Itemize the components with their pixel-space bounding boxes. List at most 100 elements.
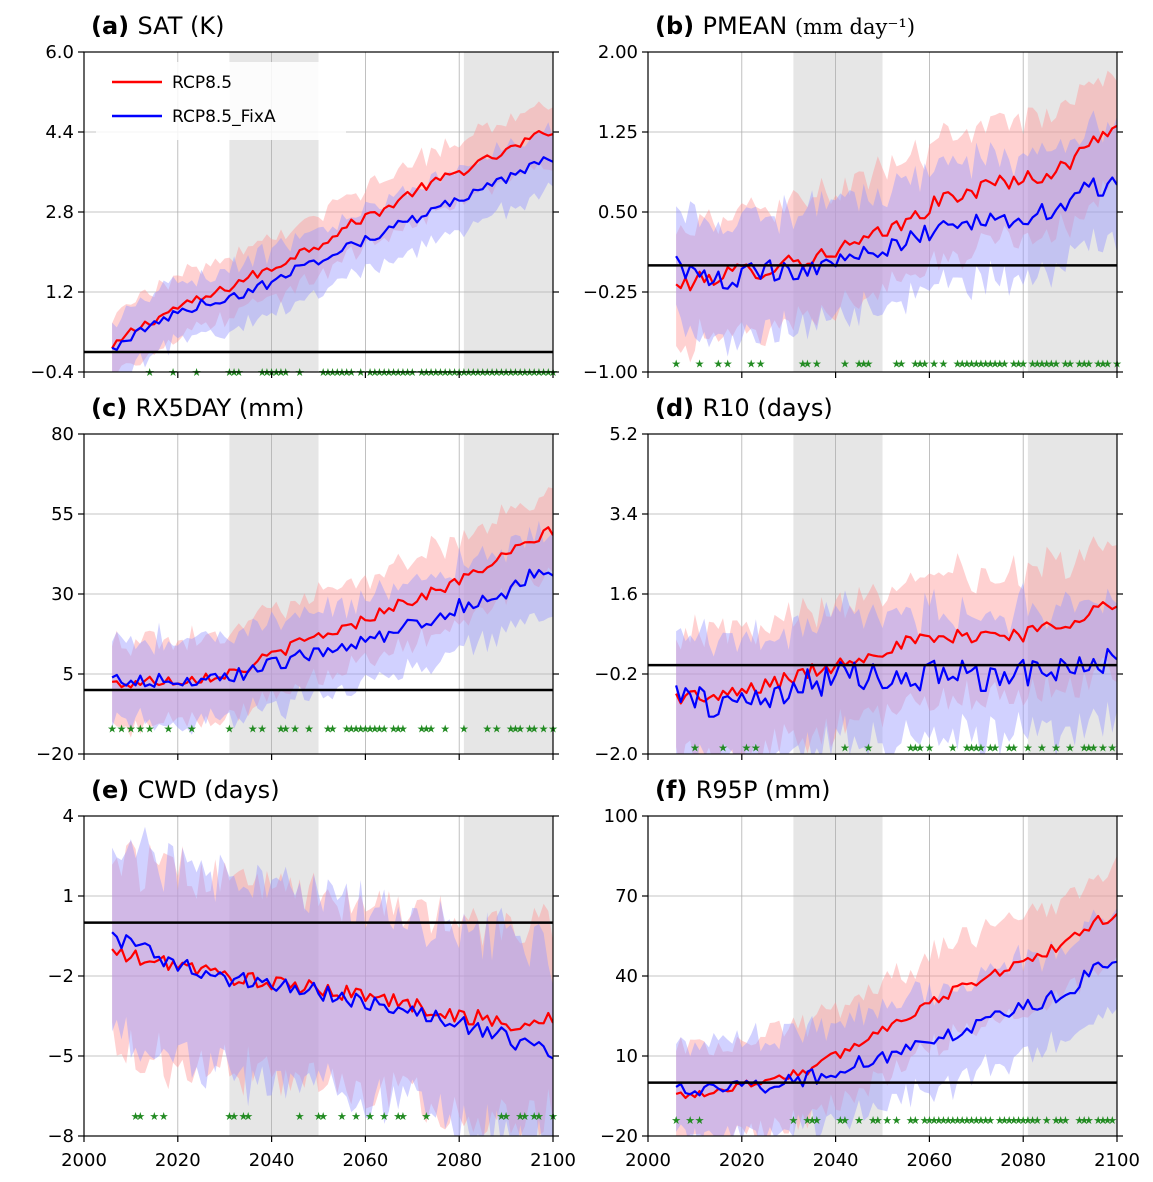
panel-f-sig-star-2096: ★	[1093, 1114, 1103, 1127]
panel-c-sig-star-2068: ★	[398, 722, 408, 735]
panel-f-label: (f)	[655, 776, 696, 804]
panel-b: ★ ★ ★ ★ ★ ★ ★★ ★ ★ ★★★ ★★ ★★★ ★ ★ ★★★★★★★★★★★ ★★★ ★★★★★★…	[583, 12, 1123, 383]
panel-f-sig-star-2072: ★	[981, 1114, 991, 1127]
panel-e-sig-star-2067: ★	[393, 1110, 403, 1123]
panel-d-ytick-label-0: −2.0	[594, 744, 638, 765]
panel-b-sig-star-2071: ★	[976, 357, 986, 370]
panel-b-band-fixa	[676, 110, 1117, 357]
panel-e-line-fixa	[111, 931, 553, 1060]
panel-e-sig-star-2031: ★	[224, 1110, 234, 1123]
panel-e-sig-star-2064: ★	[379, 1110, 389, 1123]
panel-f-sig-star-2085: ★	[1042, 1114, 1052, 1127]
panel-d-title-text: R10 (days)	[702, 394, 832, 422]
panel-c-sig-star-2092: ★	[511, 722, 521, 735]
legend-box	[96, 62, 346, 140]
panel-e-xtick-label-2: 2040	[249, 1150, 295, 1171]
legend: RCP8.5 RCP8.5_FixA	[96, 62, 346, 140]
panel-f-sig-star-2079: ★	[1014, 1114, 1024, 1127]
panel-f-sig-star-2042: ★	[840, 1114, 850, 1127]
panel-f-title-text: R95P (mm)	[696, 776, 831, 804]
panel-f-sig-star-2097: ★	[1098, 1114, 1108, 1127]
panel-e-line-rcp	[111, 947, 553, 1032]
panel-e-sig-star-2058: ★	[351, 1110, 361, 1123]
panel-b-sig-star-2082: ★	[1028, 357, 1038, 370]
panel-d-sig-star-2084: ★	[1037, 741, 1047, 754]
panel-b-sig-star-2094: ★	[1084, 357, 1094, 370]
panel-f: ★ ★ ★ ★ ★★★ ★★ ★ ★★ ★ ★ ★★ ★★★★★★★★★★★★★★★ ★★★★★★★★★…	[600, 776, 1140, 1171]
panel-b-sig-star-2006: ★	[671, 357, 681, 370]
panel-d-sig-star-2060: ★	[924, 741, 934, 754]
panel-d: ★ ★ ★ ★ ★ ★ ★★★ ★ ★ ★★★★ ★★ ★★ ★ ★ ★ ★ ★★★ ★ ★−2.0−0.21.63…	[594, 394, 1123, 765]
legend-label-rcp85: RCP8.5	[172, 73, 232, 93]
panel-e-sig-star-2073: ★	[421, 1110, 431, 1123]
panel-b-sig-star-2022: ★	[746, 357, 756, 370]
panel-b-title: (b) PMEAN (mm day⁻¹)	[655, 12, 915, 40]
legend-label-rcp85-fixa: RCP8.5_FixA	[172, 107, 276, 127]
panel-d-label: (d)	[655, 394, 702, 422]
panel-c-sig-star-2012: ★	[135, 722, 145, 735]
panel-a-ytick-label-0: −0.4	[30, 362, 74, 383]
panel-c-sig-star-2077: ★	[440, 722, 450, 735]
panel-c-sig-star-2081: ★	[459, 722, 469, 735]
panel-c-sig-star-2059: ★	[356, 722, 366, 735]
panel-e-xtick-label-5: 2100	[530, 1150, 576, 1171]
panel-f-sig-star-2083: ★	[1032, 1114, 1042, 1127]
panel-f-sig-star-2059: ★	[920, 1114, 930, 1127]
panel-b-sig-star-2080: ★	[1018, 357, 1028, 370]
panel-b-ytick-label-0: −1.00	[583, 362, 638, 383]
panel-c-sig-star-2052: ★	[323, 722, 333, 735]
panel-c-sig-star-2063: ★	[375, 722, 385, 735]
panel-a-line-rcp	[111, 130, 553, 349]
panel-b-sig-star-2068: ★	[962, 357, 972, 370]
panel-c-sig-star-2031: ★	[224, 722, 234, 735]
panel-e-sig-star-2046: ★	[295, 1110, 305, 1123]
panel-f-sig-star-2060: ★	[924, 1114, 934, 1127]
panel-f-sig-star-2065: ★	[948, 1114, 958, 1127]
panel-b-sig-star-2073: ★	[985, 357, 995, 370]
panel-e-sig-star-2015: ★	[149, 1110, 159, 1123]
panel-d-sig-star-2087: ★	[1051, 741, 1061, 754]
panel-f-ytick-label-1: 10	[615, 1046, 638, 1067]
panel-f-sig-star-2098: ★	[1103, 1114, 1113, 1127]
panel-b-line-rcp	[675, 124, 1117, 292]
panel-b-title-text: PMEAN	[702, 12, 794, 40]
panel-c-sig-star-2057: ★	[346, 722, 356, 735]
panel-c-sig-star-2006: ★	[107, 722, 117, 735]
panel-f-xtick-label-1: 2020	[719, 1150, 765, 1171]
panel-f-sig-star-2061: ★	[929, 1114, 939, 1127]
panel-b-sig-star-2078: ★	[1009, 357, 1019, 370]
panel-b-sig-star-2092: ★	[1075, 357, 1085, 370]
panel-d-sig-star-2068: ★	[962, 741, 972, 754]
panel-c-sig-star-2062: ★	[370, 722, 380, 735]
panel-f-sig-star-2011: ★	[695, 1114, 705, 1127]
panel-c-sig-star-2091: ★	[506, 722, 516, 735]
panel-b-sig-star-2093: ★	[1079, 357, 1089, 370]
panel-e-sig-star-2097: ★	[534, 1110, 544, 1123]
panel-d-ytick-label-2: 1.6	[609, 584, 638, 605]
panel-f-xtick-label-2: 2040	[813, 1150, 859, 1171]
panel-b-sig-star-2058: ★	[915, 357, 925, 370]
panel-b-sig-star-2087: ★	[1051, 357, 1061, 370]
panel-d-sig-star-2023: ★	[751, 741, 761, 754]
panel-a-ytick-label-2: 2.8	[45, 202, 74, 223]
panel-d-sig-star-2097: ★	[1098, 741, 1108, 754]
panel-f-sig-star-2045: ★	[854, 1114, 864, 1127]
panel-d-band-fixa	[676, 582, 1117, 754]
panel-a-ytick-label-3: 4.4	[45, 122, 74, 143]
panel-c-line-rcp	[112, 526, 553, 689]
panel-f-title: (f) R95P (mm)	[655, 776, 831, 804]
panel-c-plot-area	[111, 487, 553, 738]
panel-d-ytick-label-1: −0.2	[594, 664, 638, 685]
panel-d-sig-star-2042: ★	[840, 741, 850, 754]
panel-d-plot-area	[675, 536, 1117, 754]
panel-a-label: (a)	[91, 12, 138, 40]
panel-f-sig-star-2056: ★	[906, 1114, 916, 1127]
panel-f-plot-area	[675, 855, 1117, 1136]
panel-f-sig-star-2035: ★	[807, 1114, 817, 1127]
panel-b-sig-star-2072: ★	[981, 357, 991, 370]
panel-a-line-fixa	[111, 156, 553, 351]
panel-c-ytick-label-0: −20	[36, 744, 74, 765]
panel-c-sig-star-2056: ★	[342, 722, 352, 735]
panel-b-sig-star-2063: ★	[939, 357, 949, 370]
